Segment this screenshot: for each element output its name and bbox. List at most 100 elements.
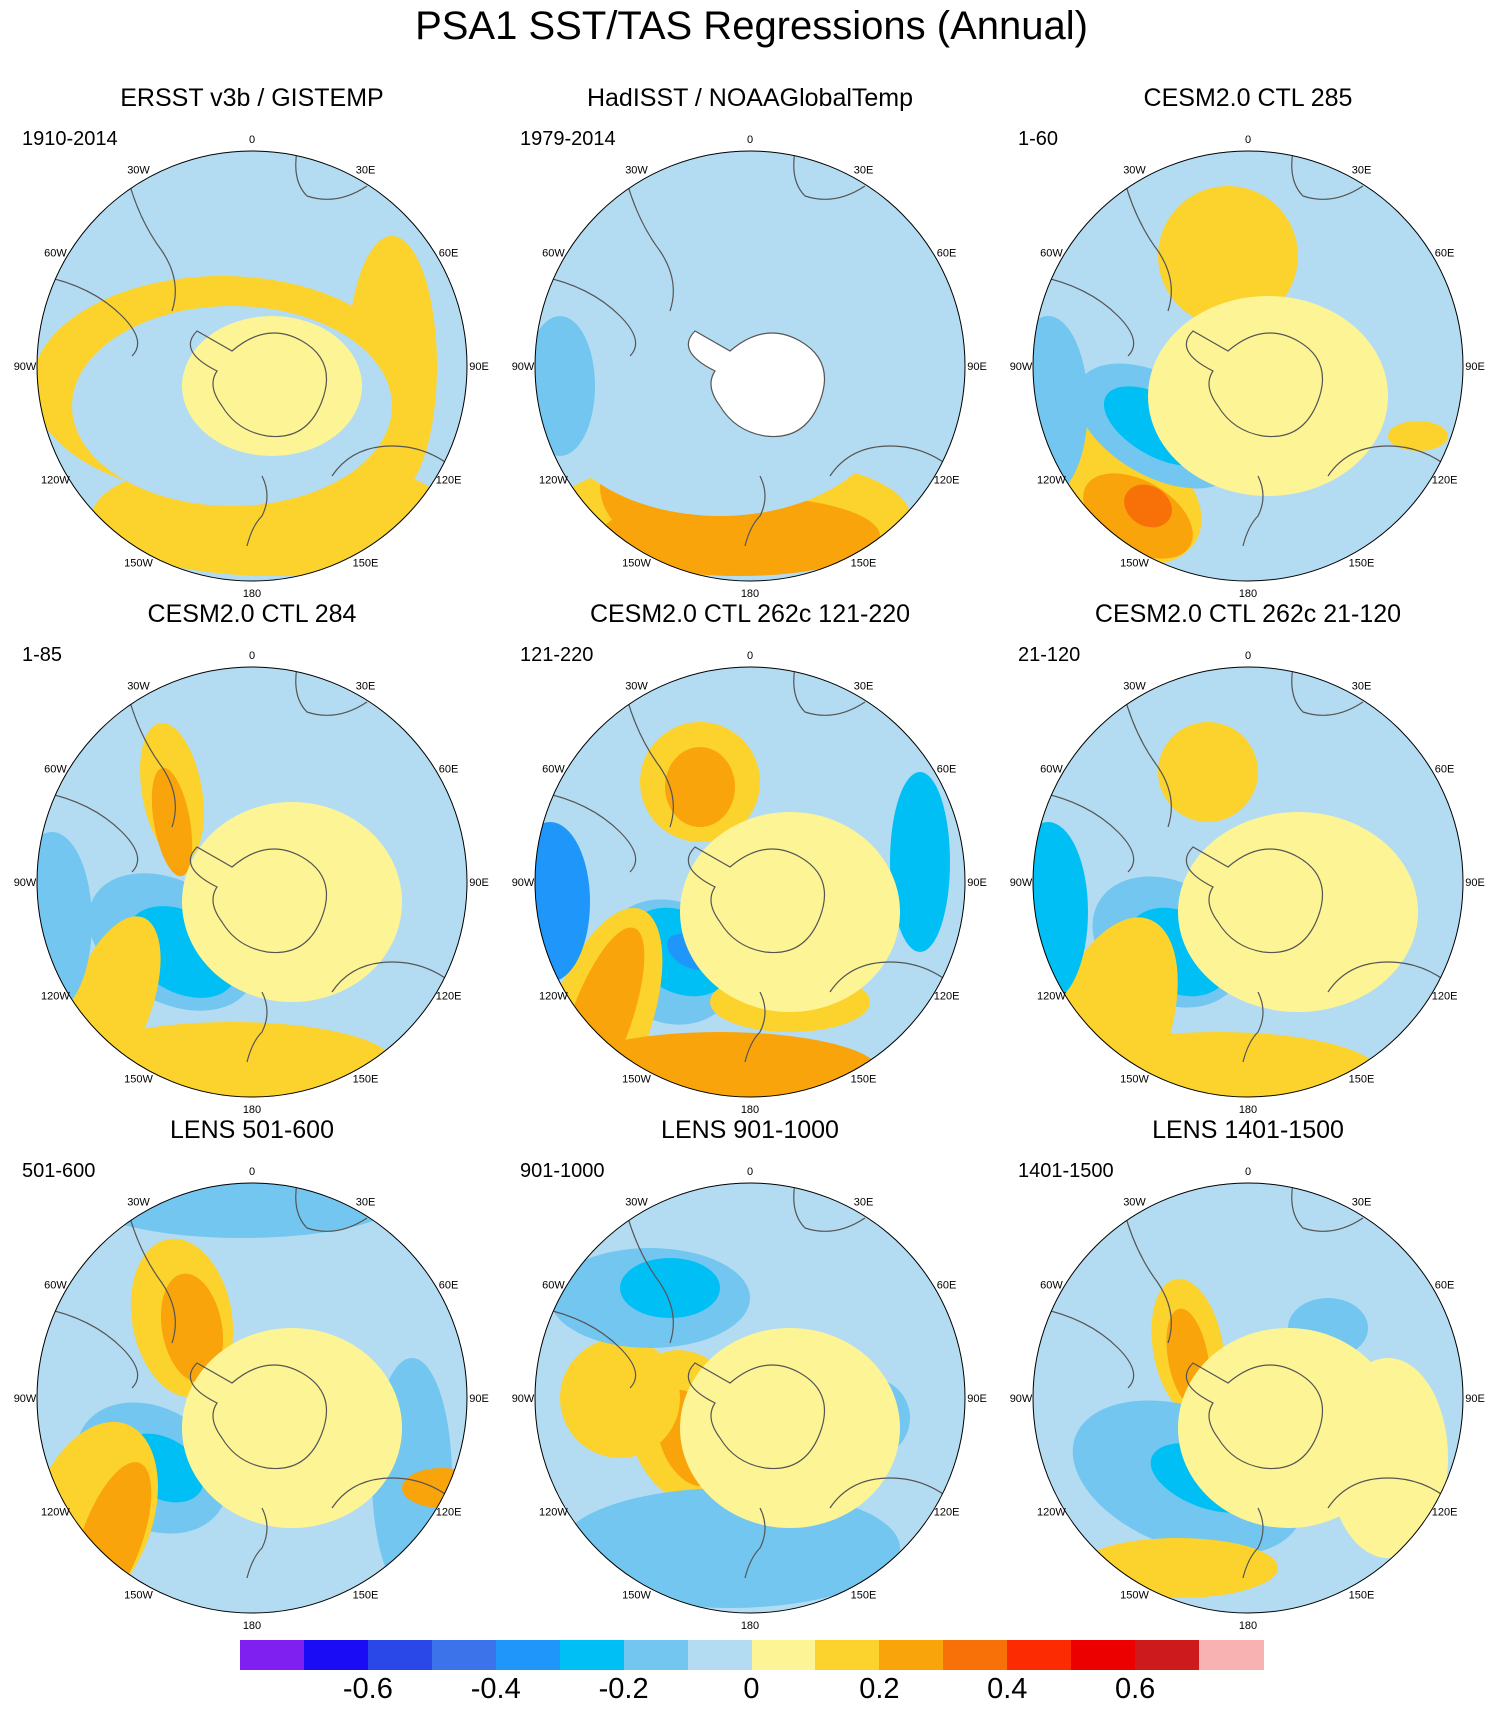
continent-outline xyxy=(41,1307,139,1389)
panel-period: 121-220 xyxy=(520,644,594,666)
anomaly-shading xyxy=(82,1183,402,1238)
colorbar-swatch xyxy=(431,1640,497,1670)
panel-title: ERSST v3b / GISTEMP xyxy=(120,84,384,112)
longitude-label: 180 xyxy=(243,1620,261,1632)
anomaly-shading xyxy=(560,1338,680,1458)
longitude-label: 30E xyxy=(854,680,874,692)
anomaly-shading xyxy=(1158,186,1298,326)
anomaly-shading xyxy=(1148,296,1388,496)
continent-outline xyxy=(1327,1477,1459,1509)
antarctica-outline xyxy=(687,1362,826,1470)
anomaly-shading xyxy=(182,802,402,1002)
longitude-label: 60W xyxy=(44,764,67,776)
map-border xyxy=(36,1182,468,1614)
longitude-label: 30E xyxy=(1352,680,1372,692)
colorbar-swatch xyxy=(495,1640,561,1670)
continent-outline xyxy=(539,791,637,873)
longitude-label: 30E xyxy=(356,680,376,692)
longitude-label: 60W xyxy=(542,248,565,260)
continent-outline xyxy=(539,1307,637,1389)
longitude-label: 0 xyxy=(1245,134,1251,146)
polar-map: 0 30E 60E 90E 120E 150E 180 150W 120W 90W 60W 30W xyxy=(512,650,987,1116)
longitude-label: 90W xyxy=(512,877,535,889)
longitude-label: 0 xyxy=(249,1166,255,1178)
longitude-label: 120W xyxy=(539,991,568,1003)
figure-title: PSA1 SST/TAS Regressions (Annual) xyxy=(415,4,1088,48)
anomaly-shading xyxy=(37,832,92,1012)
polar-map: 0 30E 60E 90E 120E 150E 180 150W 120W 90W 60W 30W xyxy=(14,134,489,600)
map-panel: 0 30E 60E 90E 120E 150E 180 150W 120W 90W 60W 30W L… xyxy=(12,1114,492,1632)
colorbar-swatch xyxy=(623,1640,689,1670)
colorbar-swatch xyxy=(879,1640,944,1670)
longitude-label: 120W xyxy=(41,991,70,1003)
longitude-label: 90W xyxy=(1010,877,1033,889)
map-panel: 0 30E 60E 90E 120E 150E 180 150W 120W 90W 60W 30W C… xyxy=(12,598,492,1116)
longitude-label: 120E xyxy=(436,1507,462,1519)
longitude-label: 150E xyxy=(851,1074,877,1086)
longitude-label: 0 xyxy=(747,1166,753,1178)
colorbar-swatch xyxy=(943,1640,1008,1670)
longitude-label: 30W xyxy=(1123,680,1146,692)
longitude-label: 150W xyxy=(1120,1590,1149,1602)
longitude-label: 30W xyxy=(127,164,150,176)
continent-outline xyxy=(246,991,268,1063)
continent-outline xyxy=(793,667,866,716)
longitude-label: 0 xyxy=(249,650,255,662)
continent-outline xyxy=(539,275,637,357)
anomaly-shading xyxy=(72,1022,392,1097)
map-panel: 0 30E 60E 90E 120E 150E 180 150W 120W 90W 60W 30W C… xyxy=(1008,598,1488,1116)
longitude-label: 30E xyxy=(854,1196,874,1208)
longitude-label: 120W xyxy=(539,1507,568,1519)
longitude-label: 30W xyxy=(1123,164,1146,176)
map-border xyxy=(1032,666,1464,1098)
longitude-label: 120E xyxy=(934,991,960,1003)
longitude-label: 150E xyxy=(1349,558,1375,570)
anomaly-shading xyxy=(402,1468,467,1508)
longitude-label: 120E xyxy=(934,1507,960,1519)
longitude-label: 60E xyxy=(439,1280,459,1292)
longitude-label: 180 xyxy=(1239,588,1257,600)
colorbar-swatch xyxy=(367,1640,433,1670)
longitude-label: 120W xyxy=(539,475,568,487)
longitude-label: 120W xyxy=(1037,991,1066,1003)
continent-outline xyxy=(744,1507,766,1579)
map-panel: 0 30E 60E 90E 120E 150E 180 150W 120W 90W 60W 30W L… xyxy=(510,1114,990,1632)
panel-title: LENS 1401-1500 xyxy=(1152,1116,1344,1144)
longitude-label: 180 xyxy=(741,588,759,600)
continent-outline xyxy=(41,791,139,873)
continent-outline xyxy=(1037,1307,1135,1389)
colorbar-tick-label: -0.2 xyxy=(598,1673,649,1705)
colorbar-swatch xyxy=(815,1640,880,1670)
map-border xyxy=(1032,150,1464,582)
longitude-label: 90W xyxy=(14,877,37,889)
continent-outline xyxy=(793,1183,866,1232)
longitude-label: 30E xyxy=(854,164,874,176)
map-panel: 0 30E 60E 90E 120E 150E 180 150W 120W 90W 60W 30W H… xyxy=(510,82,990,600)
longitude-label: 60W xyxy=(1040,1280,1063,1292)
antarctica-outline xyxy=(687,330,826,438)
longitude-label: 90W xyxy=(14,361,37,373)
panel-period: 1-85 xyxy=(22,644,63,666)
colorbar-swatch xyxy=(1135,1640,1200,1670)
longitude-label: 60W xyxy=(1040,248,1063,260)
longitude-label: 90E xyxy=(1465,361,1485,373)
longitude-label: 90E xyxy=(469,1393,489,1405)
longitude-label: 150W xyxy=(124,1590,153,1602)
anomaly-shading xyxy=(620,1258,720,1318)
colorbar-tick-label: 0.2 xyxy=(859,1673,900,1705)
longitude-label: 180 xyxy=(243,1104,261,1116)
longitude-label: 30W xyxy=(127,1196,150,1208)
continent-outline xyxy=(246,475,268,547)
continent-outline xyxy=(829,445,961,477)
longitude-label: 60E xyxy=(1435,1280,1455,1292)
longitude-label: 150W xyxy=(622,558,651,570)
continent-outline xyxy=(41,275,139,357)
anomaly-shading xyxy=(1158,722,1258,822)
anomaly-shading xyxy=(151,767,193,877)
panel-period: 1979-2014 xyxy=(520,128,616,150)
colorbar-swatch xyxy=(1199,1640,1264,1670)
continent-outline xyxy=(1327,961,1459,993)
panel-title: CESM2.0 CTL 262c 21-120 xyxy=(1094,600,1402,628)
continent-outline xyxy=(295,667,368,716)
longitude-label: 90E xyxy=(469,877,489,889)
